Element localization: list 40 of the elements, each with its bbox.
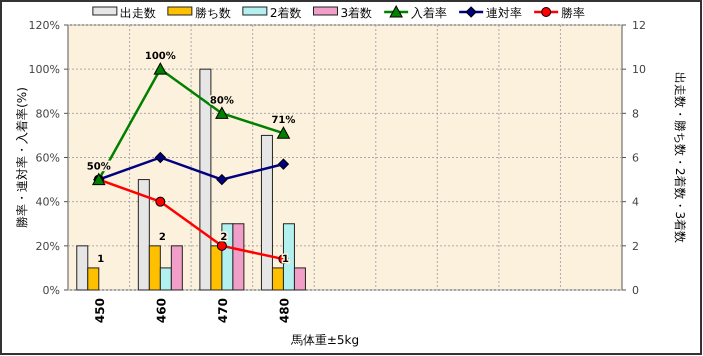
point: [216, 174, 228, 186]
y2-tick-label: 8: [632, 107, 639, 120]
y2-tick-label: 12: [632, 19, 646, 32]
y-tick-label: 80%: [36, 107, 60, 120]
legend-label: 出走数: [120, 6, 156, 20]
point: [154, 62, 167, 75]
y2-tick-label: 2: [632, 240, 639, 253]
point: [155, 196, 166, 207]
point: [216, 240, 227, 251]
point: [278, 158, 289, 170]
data-label: 100%: [144, 51, 176, 62]
y2-axis-title: 出走数・勝ち数・2着数・3着数: [673, 72, 687, 244]
point: [215, 106, 228, 119]
y-tick-label: 0%: [42, 284, 60, 297]
point: [154, 152, 166, 163]
x-tick-label: 460: [154, 298, 168, 324]
legend-label: 3着数: [340, 6, 372, 20]
y2-tick-label: 0: [632, 284, 639, 297]
legend-label: 勝ち数: [194, 6, 231, 20]
y-tick-label: 40%: [36, 196, 60, 209]
x-tick-label: 470: [216, 298, 230, 324]
data-label: 1: [97, 254, 104, 265]
x-tick-label: 480: [277, 298, 292, 324]
x-axis-title: 馬体重±5kg: [290, 333, 360, 347]
legend-label: 2着数: [270, 6, 302, 20]
y-tick-label: 100%: [28, 63, 60, 76]
y2-tick-label: 6: [632, 152, 639, 164]
data-label: 71%: [271, 115, 296, 126]
y-tick-label: 120%: [28, 19, 60, 32]
legend-label: 入着率: [411, 6, 448, 20]
x-tick-label: 450: [92, 298, 107, 324]
legend-label: 連対率: [486, 6, 522, 20]
point: [276, 126, 290, 139]
y-tick-label: 20%: [36, 240, 60, 253]
y2-tick-label: 4: [632, 196, 639, 209]
y-axis-title: 勝率・連対率・入着率(%): [15, 87, 29, 228]
y-tick-label: 60%: [36, 152, 60, 164]
data-label: 2: [158, 232, 166, 243]
legend-label: 勝率: [561, 6, 586, 20]
y2-tick-label: 10: [632, 63, 646, 76]
